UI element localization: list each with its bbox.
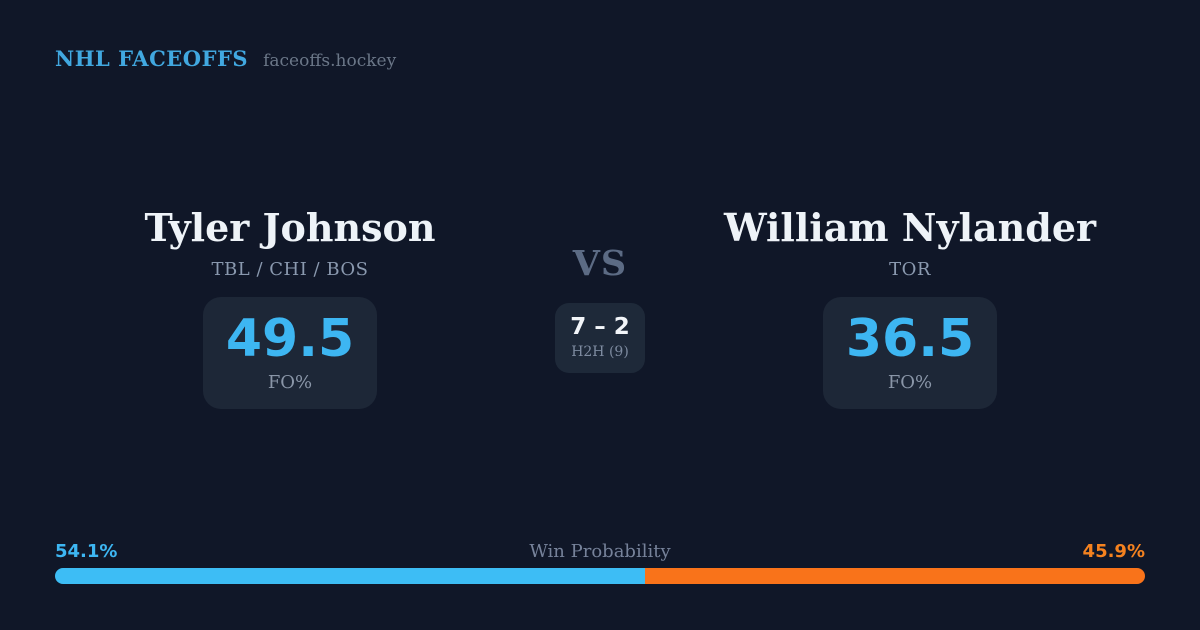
player-left-name: Tyler Johnson <box>144 205 436 250</box>
h2h-score: 7 – 2 <box>570 314 630 340</box>
player-right-stat-value: 36.5 <box>845 308 975 369</box>
player-left-stat-value: 49.5 <box>225 308 355 369</box>
player-right-section: William Nylander TOR 36.5 FO% <box>700 206 1120 409</box>
player-left-stat-label: FO% <box>267 371 313 393</box>
win-bar-left <box>55 568 645 584</box>
h2h-card: 7 – 2 H2H (9) <box>555 303 645 373</box>
win-probability-right-pct: 45.9% <box>1082 541 1145 562</box>
win-probability-bar <box>55 568 1145 584</box>
win-probability-labels: 54.1% Win Probability 45.9% <box>55 541 1145 562</box>
player-left-stat-card: 49.5 FO% <box>203 296 377 409</box>
vs-label: VS <box>572 243 628 284</box>
brand-title: NHL FACEOFFS <box>55 46 249 71</box>
player-right-name: William Nylander <box>723 205 1097 250</box>
win-bar-right <box>644 568 1145 584</box>
site-url: faceoffs.hockey <box>263 51 397 71</box>
versus-section: VS 7 – 2 H2H (9) <box>500 246 700 373</box>
player-right-stat-card: 36.5 FO% <box>823 296 997 409</box>
player-left-section: Tyler Johnson TBL / CHI / BOS 49.5 FO% <box>80 206 500 409</box>
header: NHL FACEOFFS faceoffs.hockey <box>55 46 396 71</box>
h2h-label: H2H (9) <box>571 344 629 360</box>
player-right-teams: TOR <box>889 258 931 280</box>
player-right-stat-label: FO% <box>887 371 933 393</box>
win-probability-title: Win Probability <box>529 541 671 562</box>
player-left-teams: TBL / CHI / BOS <box>211 258 369 280</box>
win-probability-left-pct: 54.1% <box>55 541 118 562</box>
